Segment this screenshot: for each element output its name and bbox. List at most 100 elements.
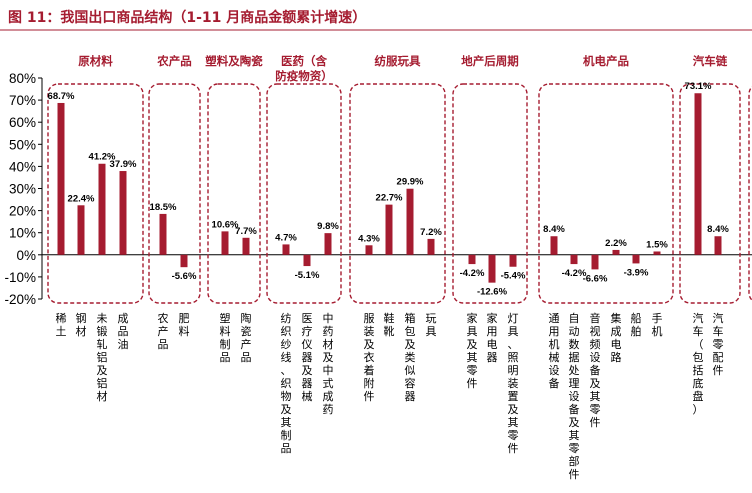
labels: 原材料 68.7% 稀土 22.4% 钢材 41.2% 未锻轧铝及铝材 37.9% 成品油 农产品…: [48, 54, 730, 481]
group-frame: [266, 83, 342, 304]
category-label: 音视频设备及其零件: [590, 311, 601, 429]
y-tick-label: 40%: [9, 159, 36, 174]
category-label: 服装及衣着附件: [364, 312, 375, 403]
data-label: -4.2%: [460, 268, 485, 279]
group-frame: [748, 85, 752, 302]
category-label: 手机: [652, 311, 663, 338]
chart-title: 图 11：我国出口商品结构（1-11 月商品金额累计增速）: [8, 9, 366, 26]
category-label: 中药材及中式成药: [323, 312, 334, 416]
y-tick-label: 70%: [9, 93, 36, 108]
data-label: -3.9%: [624, 267, 649, 278]
bar: [550, 236, 558, 255]
group-label: 机电产品: [583, 54, 629, 68]
bar: [468, 254, 476, 265]
category-label: 塑料制品: [220, 311, 231, 364]
bar: [303, 254, 311, 267]
category-label: 纺织纱线、织物及其制品: [281, 311, 292, 455]
category-label: 通用机械设备: [549, 312, 560, 390]
bar: [282, 244, 290, 255]
category-label: 鞋靴: [384, 311, 395, 338]
y-tick-label: 80%: [9, 71, 36, 86]
category-label: 陶瓷产品: [241, 311, 252, 364]
bar: [509, 254, 517, 267]
group-label: 医药（含防疫物资）: [275, 54, 333, 83]
bar: [488, 254, 496, 283]
category-label: 箱包及类似容器: [405, 311, 416, 403]
data-label: -4.2%: [562, 268, 587, 279]
group-label: 地产后周期: [461, 54, 519, 68]
data-label: 29.9%: [397, 177, 424, 188]
bar: [98, 163, 106, 255]
y-tick-label: 0%: [16, 248, 36, 263]
bar: [653, 251, 661, 255]
bar: [714, 236, 722, 255]
group-label: 塑料及陶瓷: [205, 54, 263, 68]
category-label: 灯具、照明装置及其零件: [508, 312, 519, 455]
bar: [242, 237, 250, 255]
group-frame: [452, 83, 528, 304]
category-label: 医疗仪器及器械: [302, 312, 313, 403]
bar: [612, 249, 620, 255]
data-label: -5.4%: [501, 271, 526, 282]
y-tick-label: 20%: [9, 204, 36, 219]
data-label: 68.7%: [48, 91, 75, 102]
category-label: 玩具: [426, 312, 437, 338]
bar: [365, 245, 373, 255]
bar: [324, 233, 332, 255]
data-label: 4.3%: [358, 233, 380, 244]
group-frame: [679, 83, 741, 304]
category-label: 稀土: [56, 312, 67, 338]
bar: [77, 205, 85, 255]
bar: [119, 171, 127, 255]
category-label: 家具及其零件: [467, 311, 478, 390]
bar: [57, 102, 65, 255]
category-label: 钢材: [76, 312, 87, 338]
group-label: 汽车链: [693, 54, 728, 68]
category-label: 自动数据处理设备及其零部件: [569, 312, 580, 481]
group-frames: [47, 83, 752, 304]
bar: [591, 254, 599, 270]
bar: [159, 213, 167, 255]
group-frame: [148, 83, 201, 304]
data-label: 8.4%: [707, 224, 729, 235]
data-label: 2.2%: [605, 238, 627, 249]
category-label: 汽车（包括底盘）: [693, 311, 704, 416]
category-label: 未锻轧铝及铝材: [97, 312, 108, 403]
bar: [570, 254, 578, 265]
bar: [694, 93, 702, 255]
bars: [57, 93, 722, 283]
data-label: -6.6%: [583, 273, 608, 284]
category-label: 成品油: [118, 312, 129, 351]
group-frame: [207, 83, 261, 304]
y-tick-label: -20%: [4, 292, 36, 307]
bar: [632, 254, 640, 264]
group-frame: [349, 83, 446, 304]
data-label: 8.4%: [543, 224, 565, 235]
category-label: 汽车零配件: [713, 311, 724, 377]
data-label: 10.6%: [212, 219, 239, 230]
bar: [427, 238, 435, 255]
y-tick-label: -10%: [4, 270, 36, 285]
data-label: 4.7%: [275, 232, 297, 243]
y-axis: 80% 70% 60% 50% 40% 30% 20% 10% 0% -10% -20%: [4, 71, 752, 307]
category-label: 船舶: [631, 311, 642, 338]
bar: [406, 188, 414, 255]
y-tick-label: 10%: [9, 226, 36, 241]
data-label: 9.8%: [317, 221, 339, 232]
data-label: 41.2%: [89, 152, 116, 163]
data-label: 37.9%: [110, 159, 137, 170]
category-label: 农产品: [158, 311, 169, 351]
data-label: 22.4%: [68, 193, 95, 204]
y-tick-label: 50%: [9, 137, 36, 152]
data-label: 1.5%: [646, 239, 668, 250]
group-label: 纺服玩具: [375, 54, 421, 68]
bar: [385, 204, 393, 255]
data-label: 73.1%: [685, 81, 712, 92]
data-label: -5.6%: [172, 271, 197, 282]
y-tick-label: 30%: [9, 182, 36, 197]
group-label: 农产品: [156, 54, 192, 68]
bar: [180, 254, 188, 268]
group-frame: [47, 83, 144, 304]
data-label: 7.7%: [235, 226, 257, 237]
